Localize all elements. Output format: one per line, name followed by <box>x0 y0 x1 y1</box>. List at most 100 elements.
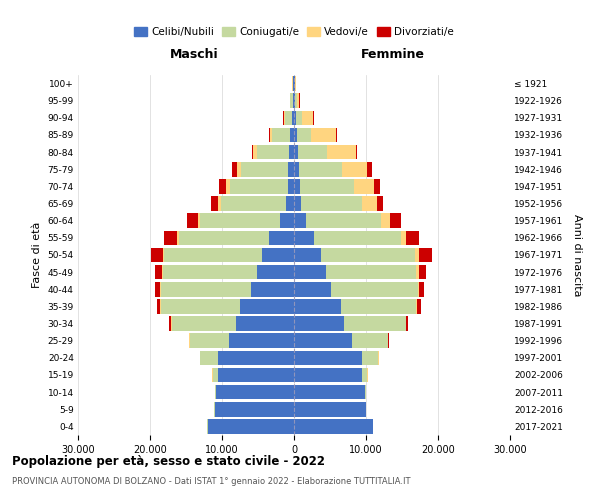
Bar <box>157 299 294 314</box>
Bar <box>200 350 294 365</box>
Bar <box>294 214 401 228</box>
Bar <box>294 350 379 365</box>
Y-axis label: Fasce di età: Fasce di età <box>32 222 42 288</box>
Bar <box>171 316 294 331</box>
Bar <box>216 385 294 400</box>
Bar <box>215 385 294 400</box>
Bar <box>294 128 337 142</box>
Bar <box>214 402 294 416</box>
Bar <box>212 368 294 382</box>
Bar <box>218 368 294 382</box>
Bar <box>294 179 374 194</box>
Bar <box>286 196 294 211</box>
Bar <box>253 145 294 160</box>
Bar <box>284 110 294 125</box>
Bar <box>294 196 377 211</box>
Bar <box>226 179 294 194</box>
Bar <box>164 248 294 262</box>
Bar <box>294 110 314 125</box>
Bar <box>290 94 294 108</box>
Bar <box>294 196 301 211</box>
Bar <box>294 334 388 348</box>
Bar <box>164 230 294 245</box>
Bar <box>211 196 294 211</box>
Bar <box>190 334 294 348</box>
Bar <box>287 179 294 194</box>
Bar <box>161 282 294 296</box>
Bar <box>200 214 294 228</box>
Bar <box>294 419 373 434</box>
Bar <box>294 214 381 228</box>
Bar <box>288 162 294 176</box>
Bar <box>200 350 294 365</box>
Bar <box>294 402 366 416</box>
Bar <box>294 145 298 160</box>
Bar <box>293 76 294 91</box>
Bar <box>294 350 362 365</box>
Bar <box>294 128 311 142</box>
Bar <box>240 299 294 314</box>
Bar <box>294 162 299 176</box>
Bar <box>290 128 294 142</box>
Bar <box>294 265 326 280</box>
Bar <box>215 385 294 400</box>
Bar <box>294 350 378 365</box>
Bar <box>272 128 294 142</box>
Bar <box>292 76 294 91</box>
Bar <box>208 419 294 434</box>
Bar <box>294 265 426 280</box>
Bar <box>187 214 294 228</box>
Bar <box>294 265 419 280</box>
Bar <box>294 248 322 262</box>
Bar <box>294 162 342 176</box>
Bar <box>294 419 373 434</box>
Bar <box>214 402 294 416</box>
Bar <box>294 230 314 245</box>
Bar <box>294 282 419 296</box>
Bar <box>294 248 415 262</box>
Bar <box>294 128 297 142</box>
Bar <box>289 145 294 160</box>
Bar <box>294 334 388 348</box>
Bar <box>294 94 299 108</box>
Bar <box>294 334 389 348</box>
Bar <box>214 402 294 416</box>
Bar <box>197 214 294 228</box>
Bar <box>294 214 390 228</box>
Bar <box>294 385 365 400</box>
Bar <box>257 145 294 160</box>
Legend: Celibi/Nubili, Coniugati/e, Vedovi/e, Divorziati/e: Celibi/Nubili, Coniugati/e, Vedovi/e, Di… <box>130 22 458 41</box>
Bar <box>269 230 294 245</box>
Bar <box>294 265 416 280</box>
Bar <box>292 76 294 91</box>
Bar <box>294 316 344 331</box>
Bar <box>294 230 419 245</box>
Bar <box>212 368 294 382</box>
Bar <box>236 316 294 331</box>
Bar <box>294 145 357 160</box>
Bar <box>294 230 401 245</box>
Bar <box>208 419 294 434</box>
Bar <box>294 402 366 416</box>
Bar <box>294 179 354 194</box>
Y-axis label: Anni di nascita: Anni di nascita <box>572 214 582 296</box>
Bar <box>290 94 294 108</box>
Bar <box>294 179 300 194</box>
Text: PROVINCIA AUTONOMA DI BOLZANO - Dati ISTAT 1° gennaio 2022 - Elaborazione TUTTIT: PROVINCIA AUTONOMA DI BOLZANO - Dati IST… <box>12 478 410 486</box>
Bar <box>294 110 302 125</box>
Bar <box>294 248 419 262</box>
Bar <box>293 76 294 91</box>
Bar <box>294 282 331 296</box>
Bar <box>161 299 294 314</box>
Bar <box>200 350 294 365</box>
Bar <box>294 368 368 382</box>
Bar <box>257 265 294 280</box>
Bar <box>215 402 294 416</box>
Bar <box>269 128 294 142</box>
Bar <box>294 162 367 176</box>
Bar <box>294 282 418 296</box>
Bar <box>294 76 296 91</box>
Bar <box>292 110 294 125</box>
Bar <box>237 162 294 176</box>
Bar <box>230 179 294 194</box>
